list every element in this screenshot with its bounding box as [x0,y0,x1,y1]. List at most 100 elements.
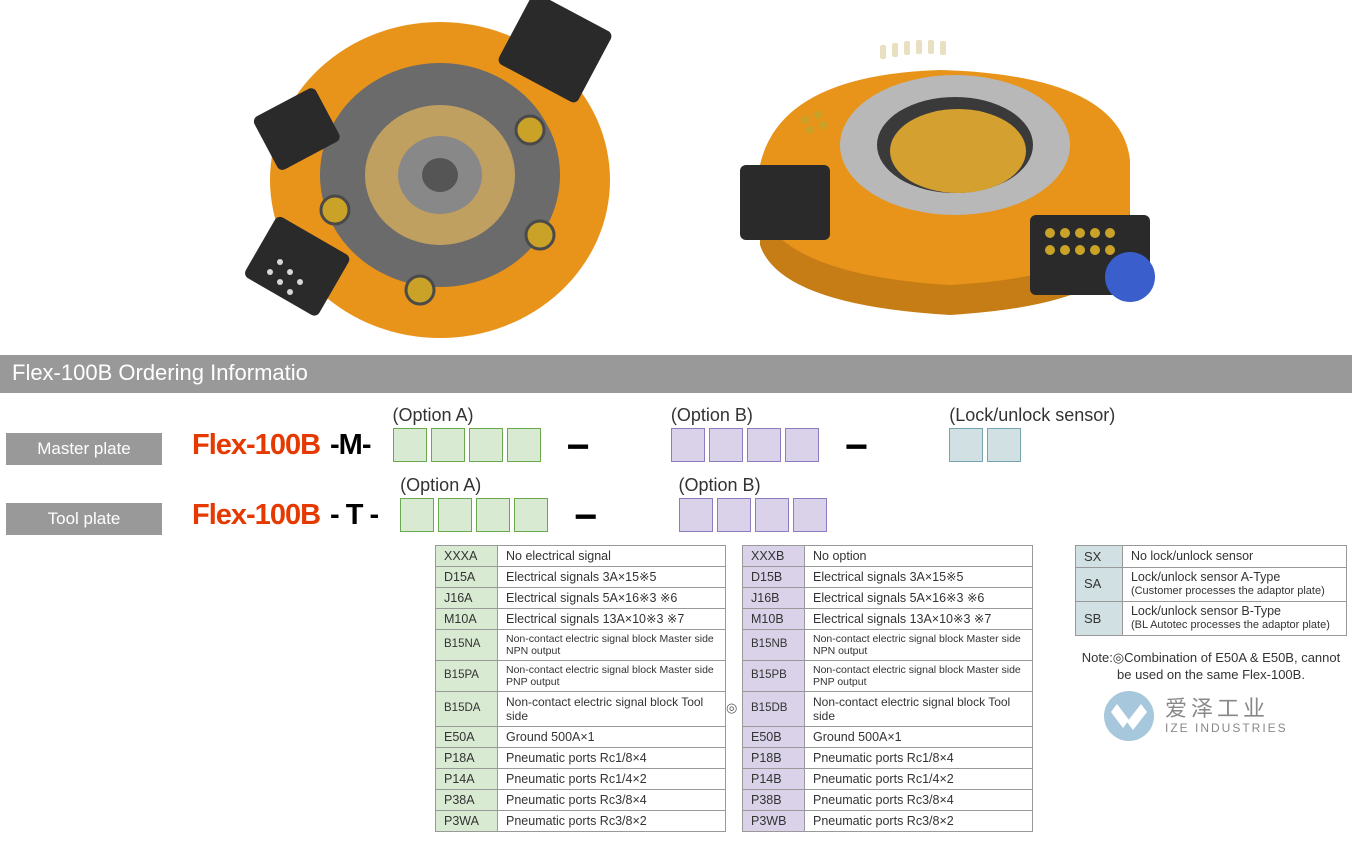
table-row: B15DBNon-contact electric signal block T… [743,692,1033,727]
placeholder-box [671,428,705,462]
tool-suffix: - T - [330,499,378,532]
sensor-label: (Lock/unlock sensor) [949,405,1115,426]
option-desc: Pneumatic ports Rc3/8×4 [498,790,726,811]
dash: − [845,427,868,467]
product-photo-area [0,0,1352,355]
table-row: XXXBNo option [743,546,1033,567]
placeholder-box [393,428,427,462]
option-desc: Pneumatic ports Rc3/8×4 [805,790,1033,811]
option-code: XXXB [743,546,805,567]
option-code: P14A [436,769,498,790]
sensor-table: SXNo lock/unlock sensorSALock/unlock sen… [1075,545,1347,636]
option-code: P3WA [436,811,498,832]
logo-cn: 爱泽工业 [1165,697,1288,721]
table-row: SBLock/unlock sensor B-Type(BL Autotec p… [1076,601,1347,635]
master-plate-row: Master plate Flex-100B -M- (Option A) − … [0,405,1352,467]
logo-block: 爱泽工业 IZE INDUSTRIES [1103,690,1288,742]
table-row: P3WBPneumatic ports Rc3/8×2 [743,811,1033,832]
option-code: XXXA [436,546,498,567]
option-code: SX [1076,546,1123,568]
table-row: XXXANo electrical signal [436,546,726,567]
option-desc: Ground 500A×1 [805,727,1033,748]
option-a-label: (Option A) [400,475,548,496]
option-code: B15PB [743,661,805,692]
option-desc: Non-contact electric signal block Master… [805,630,1033,661]
placeholder-box [785,428,819,462]
table-row: M10BElectrical signals 13A×10※3 ※7 [743,609,1033,630]
placeholder-box [747,428,781,462]
table-row: SALock/unlock sensor A-Type(Customer pro… [1076,567,1347,601]
table-row: J16BElectrical signals 5A×16※3 ※6 [743,588,1033,609]
option-code: B15DA [436,692,498,727]
note-text: Note:◎Combination of E50A & E50B, cannot… [1075,650,1347,684]
option-desc: Electrical signals 5A×16※3 ※6 [805,588,1033,609]
table-row: B15PBNon-contact electric signal block M… [743,661,1033,692]
sensor-block: SXNo lock/unlock sensorSALock/unlock sen… [1075,545,1347,684]
circle-marker-b: ◎ [726,700,737,716]
master-option-b-col: (Option B) [671,405,819,462]
option-code: SA [1076,567,1123,601]
logo-en: IZE INDUSTRIES [1165,722,1288,735]
dash: − [567,427,590,467]
table-row: B15PANon-contact electric signal block M… [436,661,726,692]
table-row: P14BPneumatic ports Rc1/4×2 [743,769,1033,790]
option-code: E50B [743,727,805,748]
table-row: P38BPneumatic ports Rc3/8×4 [743,790,1033,811]
table-row: E50AGround 500A×1 [436,727,726,748]
table-row: J16AElectrical signals 5A×16※3 ※6 [436,588,726,609]
product-photo-left [200,0,680,350]
dash: − [574,497,597,537]
option-code: P38A [436,790,498,811]
option-code: B15DB [743,692,805,727]
option-code: P14B [743,769,805,790]
placeholder-box [400,498,434,532]
table-row: B15DANon-contact electric signal block T… [436,692,726,727]
option-desc: Pneumatic ports Rc1/8×4 [498,748,726,769]
option-tables: ◎ XXXANo electrical signalD15AElectrical… [0,545,1352,832]
option-code: D15B [743,567,805,588]
tool-option-b-col: (Option B) [679,475,827,532]
table-row: B15NBNon-contact electric signal block M… [743,630,1033,661]
option-desc: Pneumatic ports Rc3/8×2 [805,811,1033,832]
option-code: J16A [436,588,498,609]
table-row: SXNo lock/unlock sensor [1076,546,1347,568]
section-title-bar: Flex-100B Ordering Informatio [0,355,1352,393]
placeholder-box [709,428,743,462]
option-desc: Pneumatic ports Rc1/8×4 [805,748,1033,769]
placeholder-box [507,428,541,462]
option-desc: Electrical signals 3A×15※5 [498,567,726,588]
option-desc: Non-contact electric signal block Tool s… [498,692,726,727]
option-desc: Electrical signals 13A×10※3 ※7 [805,609,1033,630]
option-code: P3WB [743,811,805,832]
option-desc: Ground 500A×1 [498,727,726,748]
master-suffix: -M- [330,429,370,462]
option-code: P18B [743,748,805,769]
logo-icon [1103,690,1155,742]
option-a-label: (Option A) [393,405,541,426]
option-desc: Pneumatic ports Rc1/4×2 [498,769,726,790]
option-code: SB [1076,601,1123,635]
placeholder-box [476,498,510,532]
option-desc: Electrical signals 13A×10※3 ※7 [498,609,726,630]
placeholder-box [793,498,827,532]
option-desc: Electrical signals 3A×15※5 [805,567,1033,588]
option-desc: Non-contact electric signal block Master… [805,661,1033,692]
placeholder-box [949,428,983,462]
option-code: M10B [743,609,805,630]
ordering-section: Master plate Flex-100B -M- (Option A) − … [0,393,1352,832]
option-code: P38B [743,790,805,811]
logo-text: 爱泽工业 IZE INDUSTRIES [1165,697,1288,734]
option-a-table: XXXANo electrical signalD15AElectrical s… [435,545,726,832]
section-title: Flex-100B Ordering Informatio [12,360,308,385]
table-row: M10AElectrical signals 13A×10※3 ※7 [436,609,726,630]
table-row: D15BElectrical signals 3A×15※5 [743,567,1033,588]
option-b-label: (Option B) [679,475,827,496]
option-code: D15A [436,567,498,588]
option-code: B15PA [436,661,498,692]
option-desc: Lock/unlock sensor B-Type(BL Autotec pro… [1122,601,1346,635]
placeholder-box [755,498,789,532]
placeholder-box [717,498,751,532]
option-desc: Pneumatic ports Rc1/4×2 [805,769,1033,790]
placeholder-box [431,428,465,462]
option-desc: No option [805,546,1033,567]
